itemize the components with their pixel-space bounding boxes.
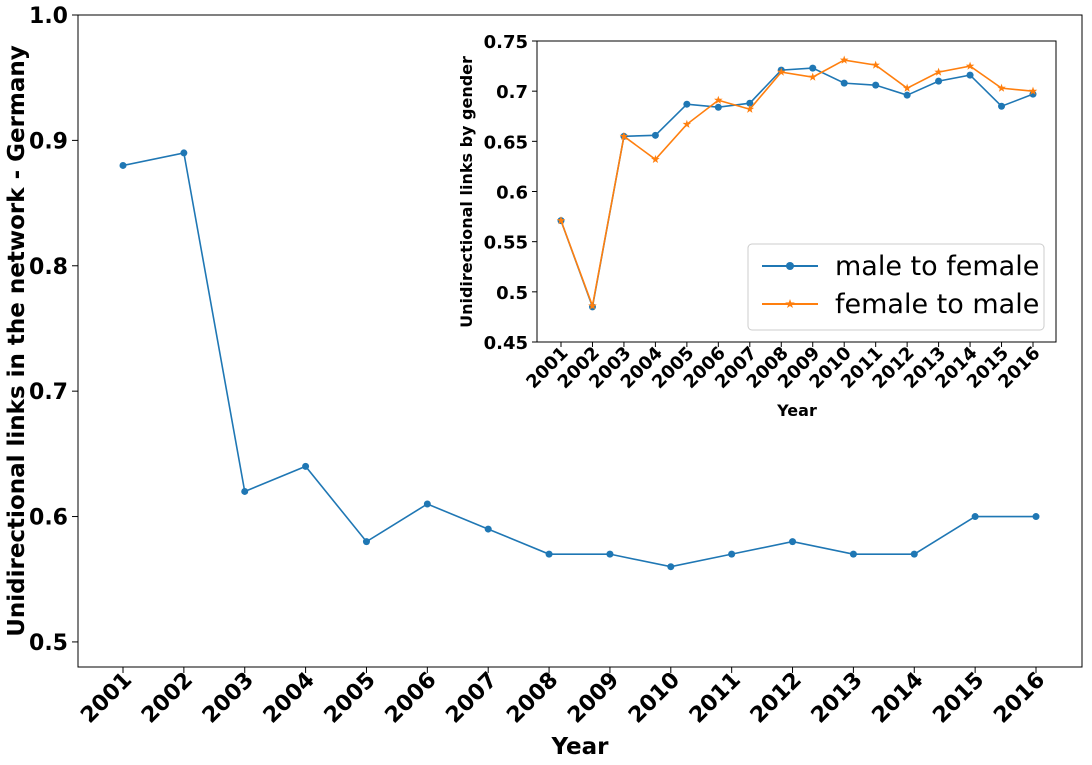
main-series-0-point bbox=[849, 550, 857, 558]
inset-series-female-to-male-point bbox=[745, 104, 755, 113]
inset-series-female-to-male-point bbox=[997, 83, 1006, 92]
inset-y-tick-label: 0.55 bbox=[484, 233, 528, 254]
main-y-tick-label: 0.6 bbox=[29, 506, 68, 531]
legend-marker-male-to-female bbox=[786, 262, 794, 270]
inset-series-female-to-male-point bbox=[651, 154, 660, 164]
inset-series-male-to-female-point bbox=[872, 81, 880, 89]
main-series-0-point bbox=[484, 525, 492, 533]
inset-series-female-to-male-point bbox=[965, 61, 975, 70]
main-series-0-point bbox=[241, 487, 249, 495]
inset-series-group bbox=[556, 55, 1038, 311]
main-series-0-point bbox=[728, 550, 736, 558]
inset-series-female-to-male-line bbox=[560, 59, 1034, 309]
main-y-tick-label: 0.9 bbox=[29, 129, 68, 154]
main-series-0-point bbox=[1032, 513, 1040, 521]
main-series-0-point bbox=[667, 563, 675, 571]
inset-y-tick-label: 0.7 bbox=[496, 82, 528, 103]
main-x-axis-label: Year bbox=[550, 734, 609, 760]
inset-series-female-to-male-point bbox=[1028, 86, 1038, 95]
inset-series-female-to-male-point bbox=[871, 60, 880, 69]
inset-series-male-to-female-line bbox=[560, 67, 1034, 310]
inset-series-female-to-male-point bbox=[776, 67, 786, 76]
inset-y-tick-label: 0.6 bbox=[496, 183, 528, 204]
main-series-0-point bbox=[789, 538, 797, 546]
inset-y-tick-label: 0.45 bbox=[484, 333, 528, 354]
main-y-tick-label: 0.5 bbox=[29, 631, 68, 656]
legend-label-male-to-female: male to female bbox=[835, 251, 1039, 282]
inset-x-axis-label: Year bbox=[776, 401, 817, 420]
main-series-0-point bbox=[545, 550, 553, 558]
inset-series-male-to-female-point bbox=[840, 79, 848, 87]
main-y-axis-label: Unidirectional links in the network - Ge… bbox=[4, 45, 30, 637]
main-series-0-point bbox=[362, 538, 370, 546]
inset-series-male-to-female-point bbox=[651, 131, 659, 139]
main-series-0-point bbox=[180, 149, 188, 157]
inset-series-male-to-female-point bbox=[935, 77, 943, 85]
inset-y-tick-label: 0.65 bbox=[484, 132, 528, 153]
main-y-tick-label: 1.0 bbox=[29, 4, 68, 29]
inset-series-male-to-female-point bbox=[809, 64, 817, 72]
legend-entry-female-to-male: female to male bbox=[762, 289, 1039, 320]
inset-y-axis-label: Unidirectional links by gender bbox=[457, 56, 476, 328]
main-series-0-point bbox=[606, 550, 614, 558]
inset-chart: 0.450.50.550.60.650.70.75 20012002200320… bbox=[457, 32, 1057, 420]
inset-series-female-to-male-point bbox=[808, 72, 818, 81]
inset-series-male-to-female-point bbox=[714, 103, 722, 111]
legend-entry-male-to-female: male to female bbox=[762, 251, 1039, 282]
inset-y-tick-label: 0.5 bbox=[496, 283, 528, 304]
main-series-0-point bbox=[971, 513, 979, 521]
main-series-0-point bbox=[423, 500, 431, 508]
main-y-tick-label: 0.7 bbox=[29, 380, 68, 405]
inset-series-female-to-male-point bbox=[588, 301, 597, 310]
inset-series-female-to-male-point bbox=[619, 131, 629, 140]
legend: male to female female to male bbox=[747, 243, 1045, 331]
inset-series-male-to-female-point bbox=[746, 99, 754, 107]
main-series-0-point bbox=[302, 462, 310, 470]
main-series-0-point bbox=[910, 550, 918, 558]
inset-series-female-to-male-point bbox=[714, 95, 723, 104]
main-series-0-point bbox=[119, 161, 127, 169]
inset-series-female-to-male-point bbox=[934, 67, 943, 76]
main-y-axis: 0.5 0.6 0.7 0.8 0.9 1.0 bbox=[29, 4, 78, 656]
main-series-group bbox=[119, 149, 1040, 571]
inset-y-axis: 0.45 0.5 0.55 0.6 0.65 0.7 0.75 bbox=[484, 32, 537, 354]
inset-series-male-to-female-point bbox=[966, 71, 974, 79]
inset-series-male-to-female-point bbox=[998, 102, 1006, 110]
inset-series-female-to-male-point bbox=[839, 55, 849, 64]
main-plot-frame bbox=[77, 14, 1083, 668]
legend-label-female-to-male: female to male bbox=[835, 289, 1039, 320]
main-y-tick-label: 0.8 bbox=[29, 255, 68, 280]
legend-frame bbox=[747, 243, 1045, 331]
inset-series-female-to-male-point bbox=[902, 83, 912, 92]
inset-series-male-to-female-point bbox=[903, 91, 911, 99]
inset-series-female-to-male-point bbox=[556, 216, 566, 225]
inset-y-tick-label: 0.75 bbox=[484, 32, 528, 53]
main-series-0-line bbox=[122, 151, 1036, 568]
legend-marker-female-to-male bbox=[785, 299, 795, 309]
inset-series-female-to-male-point bbox=[682, 119, 692, 128]
inset-series-male-to-female-point bbox=[683, 100, 691, 108]
